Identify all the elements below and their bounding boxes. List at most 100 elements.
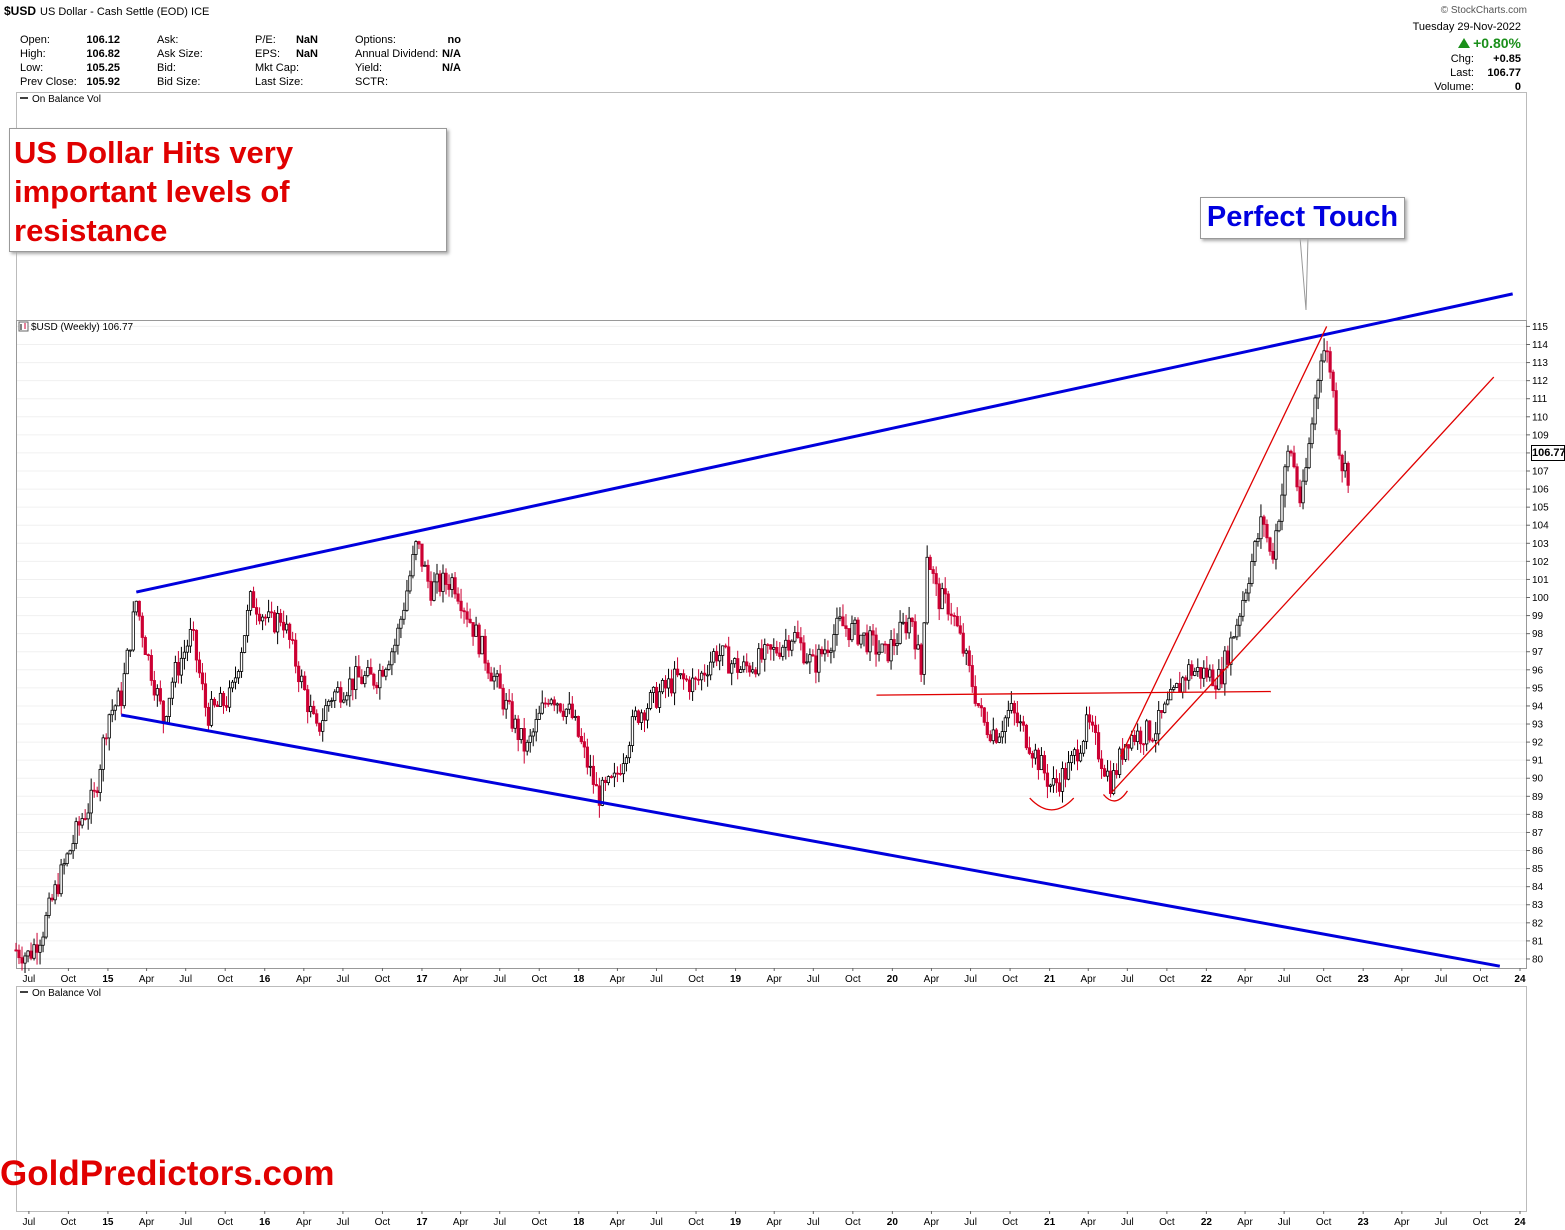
y-tick-label: 103 xyxy=(1532,539,1549,550)
candle-body xyxy=(1244,592,1248,601)
y-tick-label: 109 xyxy=(1532,430,1549,441)
y-tick-label: 85 xyxy=(1532,864,1544,875)
candle-body xyxy=(546,702,550,705)
candle-body xyxy=(1090,721,1095,726)
candle-body xyxy=(943,588,947,595)
candle-body xyxy=(597,785,601,806)
candle-body xyxy=(309,705,313,713)
candle-body xyxy=(35,944,39,953)
eps-label: EPS: xyxy=(255,48,281,60)
candle-body xyxy=(257,613,262,622)
candle-body xyxy=(639,712,644,723)
candle-body xyxy=(561,710,565,717)
candle-body xyxy=(1319,360,1323,381)
x-tick-label: 16 xyxy=(259,1217,271,1228)
upper-channel xyxy=(135,292,1514,594)
x-tick-label: Jul xyxy=(964,1217,977,1228)
candle-body xyxy=(859,634,863,645)
candle-body xyxy=(1009,702,1013,711)
candle-body xyxy=(919,644,923,675)
y-tick-label: 111 xyxy=(1532,394,1548,405)
candle-body xyxy=(706,674,710,677)
candle-body xyxy=(411,554,415,577)
y-tick-label: 110 xyxy=(1532,412,1548,423)
candle-body xyxy=(44,915,48,938)
candle-body xyxy=(158,688,162,702)
candle-body xyxy=(1118,748,1122,775)
candle-body xyxy=(330,700,334,702)
candle-body xyxy=(603,779,607,784)
candle-body xyxy=(997,736,1001,743)
x-tick-label: Apr xyxy=(610,974,626,985)
candle-body xyxy=(979,705,983,709)
candle-body xyxy=(68,850,72,855)
candle-body xyxy=(492,675,496,682)
x-tick-label: Jul xyxy=(807,1217,820,1228)
low-value: 105.25 xyxy=(86,62,120,74)
prev-close-label: Prev Close: xyxy=(20,76,77,88)
candle-body xyxy=(787,639,791,651)
candle-body xyxy=(660,679,665,693)
candle-body xyxy=(32,944,36,959)
candle-body xyxy=(925,556,929,624)
x-tick-label: Jul xyxy=(179,1217,192,1228)
candle-body xyxy=(895,643,899,647)
candle-body xyxy=(588,765,592,768)
candle-body xyxy=(17,949,21,959)
candle-body xyxy=(694,677,698,680)
candle-body xyxy=(1063,768,1068,780)
x-tick-label: Apr xyxy=(1080,974,1096,985)
candle-body xyxy=(348,678,352,697)
candle-body xyxy=(1127,744,1131,749)
candle-body xyxy=(399,618,403,629)
candle-body xyxy=(1190,664,1194,676)
candle-body xyxy=(1274,530,1278,560)
x-tick-label: Jul xyxy=(964,974,977,985)
candle-body xyxy=(155,688,159,696)
bottom-arc-2 xyxy=(1102,790,1128,802)
candle-body xyxy=(101,737,105,770)
candle-body xyxy=(56,884,60,895)
candle-body xyxy=(1262,516,1266,525)
candle-body xyxy=(489,672,493,682)
candle-body xyxy=(1030,753,1035,759)
support-line xyxy=(1110,376,1495,794)
candle-body xyxy=(95,790,99,794)
x-tick-label: 15 xyxy=(102,974,114,985)
candle-legend-icon xyxy=(18,321,29,332)
x-tick-label: Apr xyxy=(924,974,940,985)
candle-body xyxy=(375,684,379,689)
y-tick-label: 97 xyxy=(1532,647,1544,658)
candle-body xyxy=(555,703,559,706)
candle-body xyxy=(630,716,635,746)
candle-body xyxy=(1096,732,1101,760)
candle-body xyxy=(1087,714,1092,723)
candle-body xyxy=(230,681,235,689)
candle-body xyxy=(1133,734,1137,743)
candle-body xyxy=(1187,664,1191,681)
candle-body xyxy=(1301,480,1305,504)
y-tick-label: 83 xyxy=(1532,900,1544,911)
touch-callout: Perfect Touch xyxy=(1200,197,1405,239)
price-panel xyxy=(16,320,1527,969)
candle-body xyxy=(886,643,890,662)
price-y-axis: 80 81 82 83 84 85 86 87 88 89 90 91 92 93 94 95 96 97 98 99… xyxy=(1526,322,1549,965)
annual-dividend-label: Annual Dividend: xyxy=(355,48,439,60)
candle-body xyxy=(883,643,887,646)
candle-body xyxy=(552,699,556,706)
x-tick-label: 23 xyxy=(1358,974,1370,985)
candle-body xyxy=(805,661,809,664)
candle-body xyxy=(116,690,120,707)
sctr-label: SCTR: xyxy=(355,76,388,88)
x-tick-label: 22 xyxy=(1201,974,1213,985)
candle-body xyxy=(1136,730,1140,743)
candle-body xyxy=(185,645,190,653)
candle-body xyxy=(961,632,965,654)
candle-body xyxy=(125,649,129,675)
candle-body xyxy=(1027,747,1031,754)
candle-body xyxy=(303,675,307,691)
candle-body xyxy=(609,776,614,778)
candle-body xyxy=(516,718,520,740)
candle-body xyxy=(1042,755,1047,774)
ask-size-label: Ask Size: xyxy=(157,48,203,60)
